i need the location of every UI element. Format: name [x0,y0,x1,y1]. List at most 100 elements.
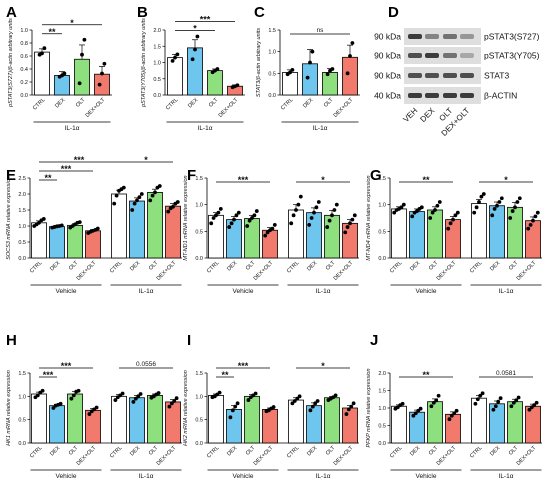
data-point [491,407,496,412]
y-tick-label: 0.5 [378,424,386,430]
data-point [478,393,483,398]
y-tick-label: 2.0 [18,192,26,198]
data-point [308,408,313,413]
bar [282,72,298,96]
chart-panel-g: G 0.0 0.5 1.0 1.5 MT-ND4 mRNA relative expres… [366,167,542,295]
bar [67,224,83,259]
data-point [71,393,76,398]
x-tick-label: CTRL [389,445,403,459]
x-tick-label: DEX+OLT [333,97,355,119]
data-point [332,208,337,212]
data-point [330,213,334,218]
sig-label: * [321,175,325,185]
data-point [437,200,442,204]
data-point [69,396,74,401]
data-point [334,202,339,207]
x-tick-label: DEX [226,445,238,457]
sig-label: *** [238,175,249,185]
bar [129,397,145,444]
blot-protein-label: pSTAT3(Y705) [484,51,540,61]
data-point [87,412,92,416]
y-tick-label: 0.5 [268,71,276,77]
data-point [138,392,143,396]
y-tick-label: 0.0 [378,441,386,447]
bar [165,205,181,259]
data-point [62,71,67,76]
y-axis-label: HK1 mRNA relative expression [6,370,12,446]
data-point [498,396,503,401]
blot-band [408,53,422,58]
data-point [77,81,82,86]
data-point [449,413,454,418]
blot-band [443,53,457,58]
data-point [135,198,139,203]
x-tick-label: OLT [428,445,440,457]
x-tick-label: DEX+OLT [436,445,458,467]
bar [342,222,358,259]
panel-letter: B [137,4,148,21]
x-tick-label: CTRL [206,445,220,459]
data-point [233,404,238,409]
blot-band [460,53,474,58]
data-point [508,216,513,220]
data-point [215,67,220,71]
y-tick-label: 1.5 [153,44,161,50]
bar [409,211,425,259]
sig-label: *** [61,164,72,174]
data-point [77,220,82,225]
data-point [298,194,303,199]
sig-label: ** [44,173,52,183]
bar [324,214,340,259]
data-point [137,195,142,200]
y-tick-label: 0.8 [20,41,28,47]
group-label: IL-1α [499,288,514,295]
bar [187,47,203,96]
x-tick-label: DEX+OLT [218,97,240,119]
panel-letter: C [254,4,265,21]
data-point [333,393,338,398]
data-point [211,216,216,220]
sig-label: * [193,24,197,34]
data-point [228,415,233,420]
data-point [344,412,349,416]
data-point [312,210,316,215]
data-point [510,209,515,213]
bar [207,70,223,96]
blot-band [460,93,474,98]
data-point [348,221,352,226]
bar [74,58,90,96]
data-point [250,216,254,220]
y-tick-label: 2.5 [18,176,26,182]
data-point [509,404,514,409]
data-point [392,210,397,215]
data-point [153,190,157,195]
x-tick-label: OLT [148,445,160,457]
x-tick-label: DEX+OLT [76,260,98,282]
bar [471,397,487,444]
panel-letter: E [6,167,16,184]
data-point [447,417,452,422]
data-point [513,205,517,210]
x-tick-label: DEX+OLT [253,445,275,467]
data-point [418,406,423,411]
bar [94,73,110,96]
data-point [429,404,434,409]
x-tick-label: DEX+OLT [333,445,355,467]
data-point [290,401,295,406]
data-point [216,210,221,215]
data-point [229,221,234,226]
panel-letter: D [388,4,399,21]
x-tick-label: DEX [226,260,238,272]
bar [302,63,318,96]
y-axis-label: HK2 mRNA relative expression [183,370,189,446]
data-point [343,230,348,235]
blot-band [425,53,439,58]
chart-panel-b: B 0.0 0.5 1.0 1.5 2.0 pSTAT3(Y705)/β-actin arb… [137,4,245,132]
data-point [102,61,107,66]
x-tick-label: OLT [508,445,520,457]
data-point [169,401,174,406]
bar [31,393,47,444]
bar [391,405,407,444]
y-tick-label: 0.0 [18,441,26,447]
y-axis-label: SOCS3 mRNA relative expression [6,176,12,260]
